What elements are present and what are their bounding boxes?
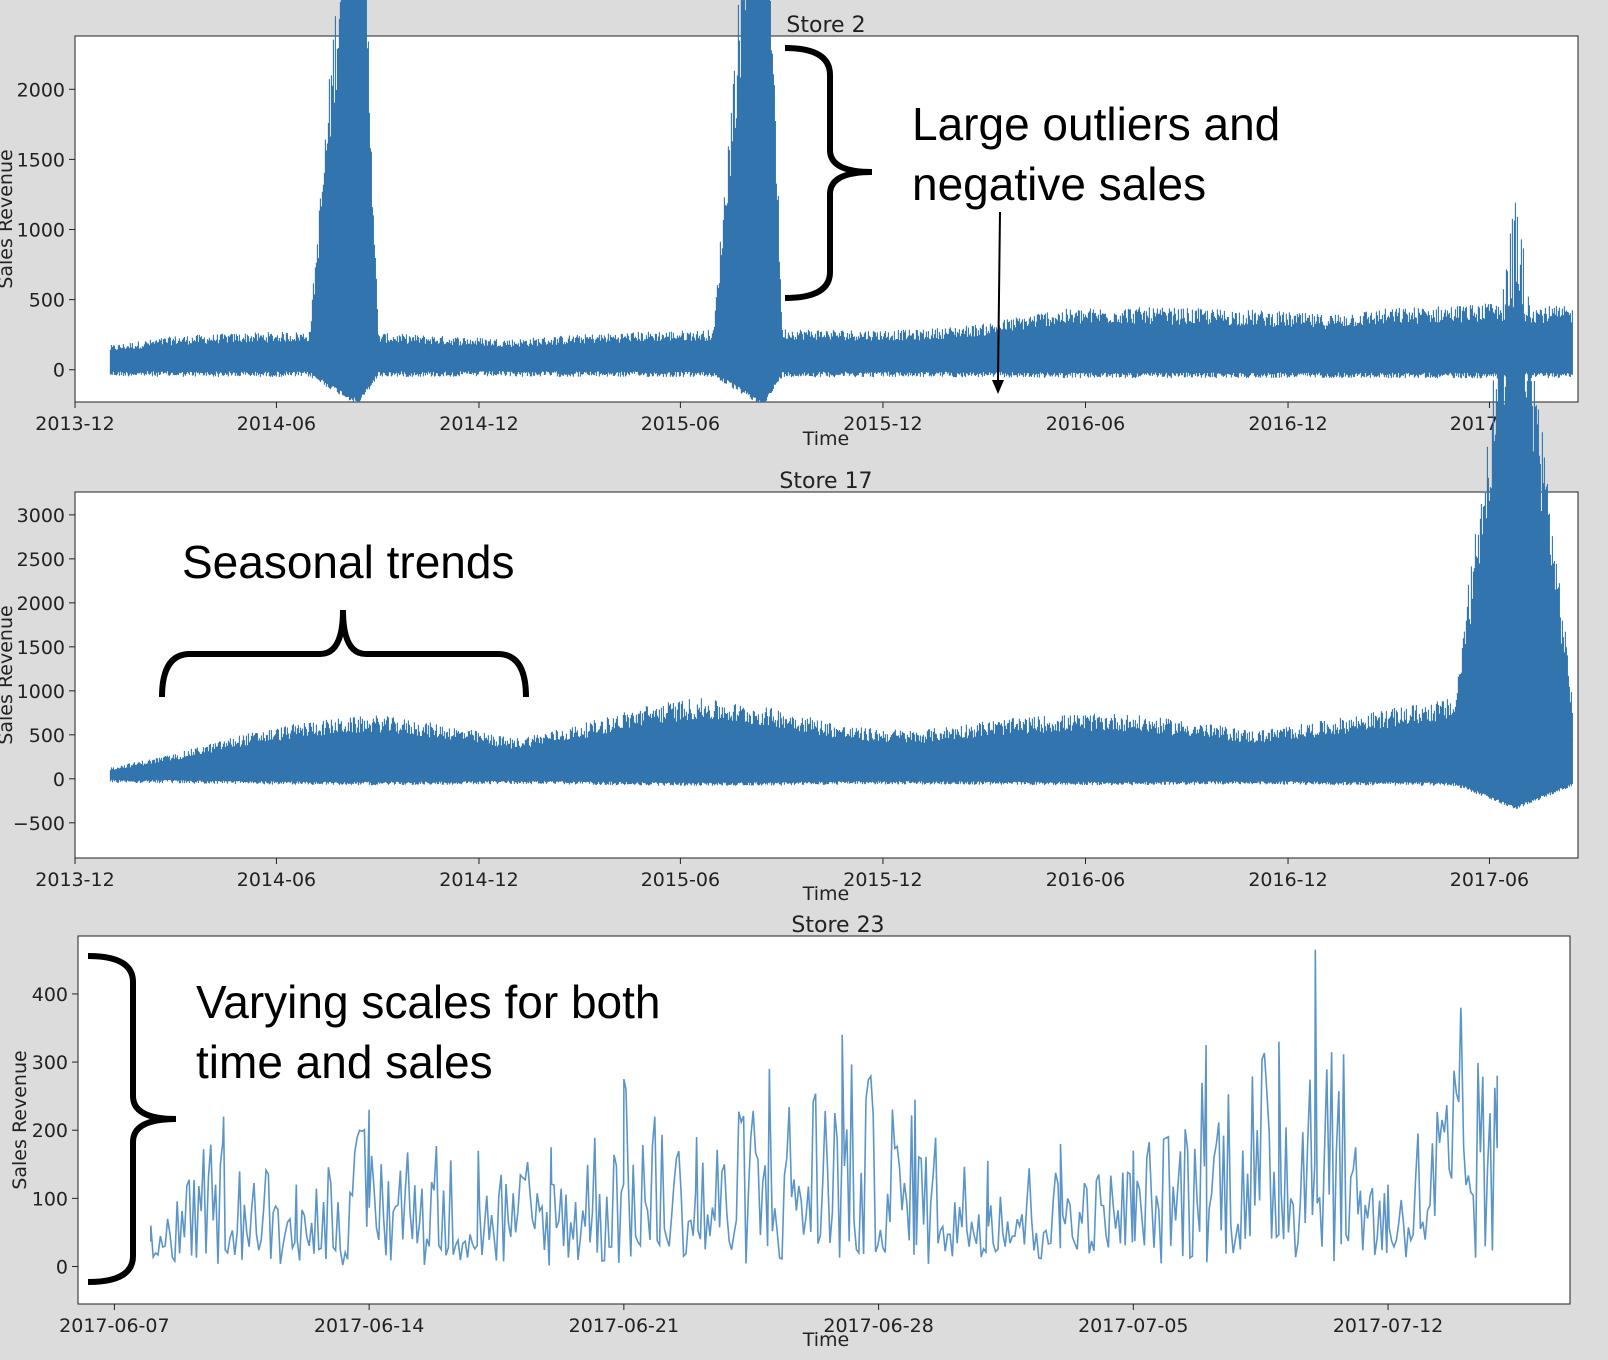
y-tick-label: 100: [32, 1188, 68, 1210]
y-axis-label: Sales Revenue: [0, 149, 17, 288]
x-tick-label: 2016-06: [1046, 413, 1125, 435]
x-tick-label: 2017-07-05: [1078, 1315, 1188, 1337]
y-tick-label: 400: [32, 984, 68, 1006]
x-tick-label: 2017-07-12: [1333, 1315, 1443, 1337]
y-tick-label: 1500: [17, 149, 65, 171]
y-tick-label: 3000: [17, 505, 65, 527]
y-tick-label: 1500: [17, 637, 65, 659]
chart-title: Store 2: [786, 13, 865, 38]
x-tick-label: 2015-12: [843, 413, 922, 435]
x-axis-label: Time: [802, 883, 850, 905]
chart-store-17: Store 17 Time Sales Revenue 2013-12 2014-…: [0, 202, 1579, 905]
x-axis-ticks: 2013-12 2014-06 2014-12 2015-06 2015-12 2016-…: [35, 402, 1529, 435]
y-tick-label: −500: [13, 813, 65, 835]
x-axis-ticks: 2013-12 2014-06 2014-12 2015-06 2015-12 2016-…: [35, 858, 1529, 891]
chart-title: Store 23: [791, 913, 884, 938]
annotation-arrow-head: [992, 380, 1004, 394]
chart-title: Store 17: [779, 469, 872, 494]
x-axis-ticks: 2017-06-07 2017-06-14 2017-06-21 2017-06-28…: [59, 1304, 1443, 1337]
x-tick-label: 2014-06: [237, 869, 316, 891]
y-axis-label: Sales Revenue: [9, 1050, 31, 1189]
y-tick-label: 2000: [17, 593, 65, 615]
x-tick-label: 2017-06-14: [314, 1315, 424, 1337]
y-axis-ticks: 0 100 200 300 400: [32, 984, 78, 1279]
chart-store-2: Store 2 Time Sales Revenue 2013-12 2014-0…: [0, 0, 1579, 450]
x-tick-label: 2014-12: [439, 413, 518, 435]
y-tick-label: 200: [32, 1120, 68, 1142]
y-tick-label: 300: [32, 1052, 68, 1074]
annotation-line-2: time and sales: [196, 1036, 493, 1088]
y-tick-label: 2500: [17, 549, 65, 571]
y-tick-label: 1000: [17, 681, 65, 703]
series-line: [110, 49, 1573, 360]
x-tick-label: 2016-12: [1248, 413, 1327, 435]
x-tick-label: 2013-12: [35, 869, 114, 891]
annotation-line-2: negative sales: [912, 158, 1206, 210]
x-tick-label: 2017-06-21: [569, 1315, 679, 1337]
x-tick-label: 2017-06-07: [59, 1315, 169, 1337]
x-tick-label: 2013-12: [35, 413, 114, 435]
annotation-line-1: Large outliers and: [912, 98, 1280, 150]
y-tick-label: 0: [53, 360, 65, 382]
y-tick-label: 500: [29, 725, 65, 747]
y-tick-label: 0: [53, 769, 65, 791]
y-tick-label: 2000: [17, 79, 65, 101]
x-axis-label: Time: [802, 428, 850, 450]
annotation-line-1: Varying scales for both: [196, 976, 661, 1028]
annotation-arrow-line: [997, 211, 1001, 381]
x-axis-label: Time: [802, 1329, 850, 1351]
y-tick-label: 500: [29, 290, 65, 312]
chart-store-23: Store 23 Time Sales Revenue 2017-06-07 20…: [9, 913, 1571, 1351]
x-tick-label: 2014-12: [439, 869, 518, 891]
x-tick-label: 2017-06: [1450, 869, 1529, 891]
y-axis-ticks: −500 0 500 1000 1500 2000 2500 3000: [13, 505, 75, 835]
y-tick-label: 0: [56, 1257, 68, 1279]
x-tick-label: 2016-06: [1046, 869, 1125, 891]
annotation-line-1: Seasonal trends: [182, 536, 514, 588]
series-line: [150, 949, 1498, 1266]
y-tick-label: 1000: [17, 220, 65, 242]
x-tick-label: 2015-12: [843, 869, 922, 891]
plot-area: [74, 491, 1579, 859]
y-axis-label: Sales Revenue: [0, 605, 17, 744]
series-line: [110, 505, 1574, 775]
x-tick-label: 2014-06: [237, 413, 316, 435]
annotation-brace: [159, 609, 529, 698]
x-tick-label: 2015-06: [641, 413, 720, 435]
x-tick-label: 2015-06: [641, 869, 720, 891]
annotation-brace: [87, 953, 177, 1285]
y-axis-ticks: 0 500 1000 1500 2000: [17, 79, 75, 382]
x-tick-label: 2016-12: [1248, 869, 1327, 891]
annotation-brace: [784, 45, 873, 301]
x-tick-label: 2017-06-28: [823, 1315, 933, 1337]
